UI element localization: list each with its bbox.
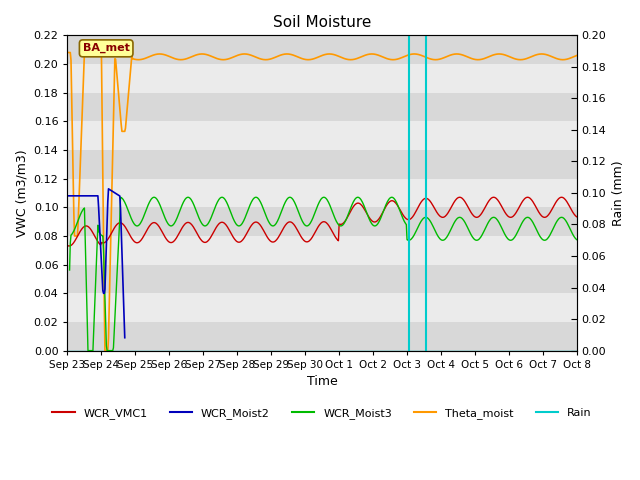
- Bar: [67, 207, 577, 236]
- Bar: [67, 322, 577, 350]
- Bar: [67, 264, 577, 293]
- Bar: [67, 36, 577, 64]
- Legend: WCR_VMC1, WCR_Moist2, WCR_Moist3, Theta_moist, Rain: WCR_VMC1, WCR_Moist2, WCR_Moist3, Theta_…: [48, 404, 596, 423]
- Title: Soil Moisture: Soil Moisture: [273, 15, 371, 30]
- Y-axis label: Rain (mm): Rain (mm): [612, 160, 625, 226]
- Bar: [67, 150, 577, 179]
- Text: BA_met: BA_met: [83, 43, 130, 53]
- X-axis label: Time: Time: [307, 375, 337, 388]
- Y-axis label: VWC (m3/m3): VWC (m3/m3): [15, 149, 28, 237]
- Bar: [67, 93, 577, 121]
